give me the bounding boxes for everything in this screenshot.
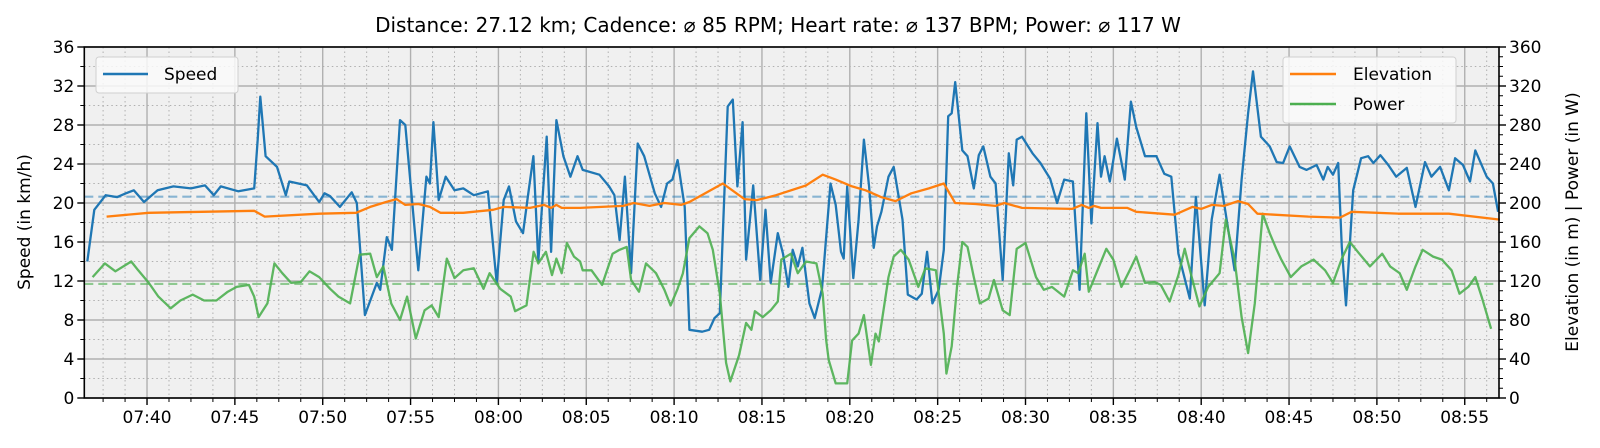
y-tick-label-right: 200 — [1509, 194, 1541, 214]
x-tick-label: 08:35 — [1089, 408, 1138, 428]
x-tick-label: 07:55 — [386, 408, 435, 428]
y-tick-label-right: 0 — [1509, 389, 1520, 409]
x-tick-label: 08:20 — [825, 408, 874, 428]
series-line-elevation — [106, 173, 1501, 221]
y-tick-label-right: 360 — [1509, 38, 1541, 58]
x-tick-label: 08:30 — [1001, 408, 1050, 428]
y-tick-label-right: 160 — [1509, 233, 1541, 253]
legend-speed: Speed — [95, 56, 239, 94]
x-tick-label: 08:10 — [650, 408, 699, 428]
legend-label-speed: Speed — [164, 65, 217, 85]
chart-title: Distance: 27.12 km; Cadence: ⌀ 85 RPM; H… — [375, 13, 1181, 37]
y-tick-label-left: 36 — [53, 38, 75, 58]
y-tick-label-right: 40 — [1509, 350, 1531, 370]
y-tick-label-right: 320 — [1509, 77, 1541, 97]
legend-elevation-power: Elevation Power — [1282, 56, 1457, 124]
x-tick-label: 08:50 — [1352, 408, 1401, 428]
x-tick-label: 07:50 — [298, 408, 347, 428]
y-tick-label-left: 8 — [63, 311, 74, 331]
y-tick-label-left: 0 — [63, 389, 74, 409]
x-tick-label: 08:25 — [913, 408, 962, 428]
x-tick-label: 08:00 — [474, 408, 523, 428]
y-tick-label-left: 28 — [53, 116, 75, 136]
x-tick-label: 08:45 — [1265, 408, 1314, 428]
x-tick-label: 08:15 — [737, 408, 786, 428]
y-axis-label-left: Speed (in km/h) — [15, 154, 35, 290]
mean-lines — [84, 195, 1499, 286]
series-line-power — [91, 212, 1493, 385]
y-tick-label-right: 240 — [1509, 155, 1541, 175]
series-lines — [86, 70, 1501, 385]
y-tick-label-left: 24 — [53, 155, 75, 175]
y-tick-label-left: 16 — [53, 233, 75, 253]
y-axis-label-right: Elevation (in m) | Power (in W) — [1563, 92, 1583, 351]
series-line-speed — [86, 70, 1500, 333]
grid — [84, 46, 1499, 399]
axis-ticks: 0 0 4 40 8 80 12 120 16 160 20 200 24 240 28 280 32 320 36… — [53, 38, 1542, 428]
y-tick-label-right: 120 — [1509, 272, 1541, 292]
x-tick-label: 07:45 — [210, 408, 259, 428]
x-tick-label: 07:40 — [123, 408, 172, 428]
x-tick-label: 08:40 — [1177, 408, 1226, 428]
y-tick-label-right: 280 — [1509, 116, 1541, 136]
x-tick-label: 08:05 — [562, 408, 611, 428]
y-tick-label-left: 20 — [53, 194, 75, 214]
y-tick-label-left: 12 — [53, 272, 75, 292]
legend-label-elevation: Elevation — [1353, 65, 1432, 85]
legend-label-power: Power — [1353, 95, 1404, 115]
x-tick-label: 08:55 — [1440, 408, 1489, 428]
y-tick-label-right: 80 — [1509, 311, 1531, 331]
y-tick-label-left: 4 — [63, 350, 74, 370]
y-tick-label-left: 32 — [53, 77, 75, 97]
